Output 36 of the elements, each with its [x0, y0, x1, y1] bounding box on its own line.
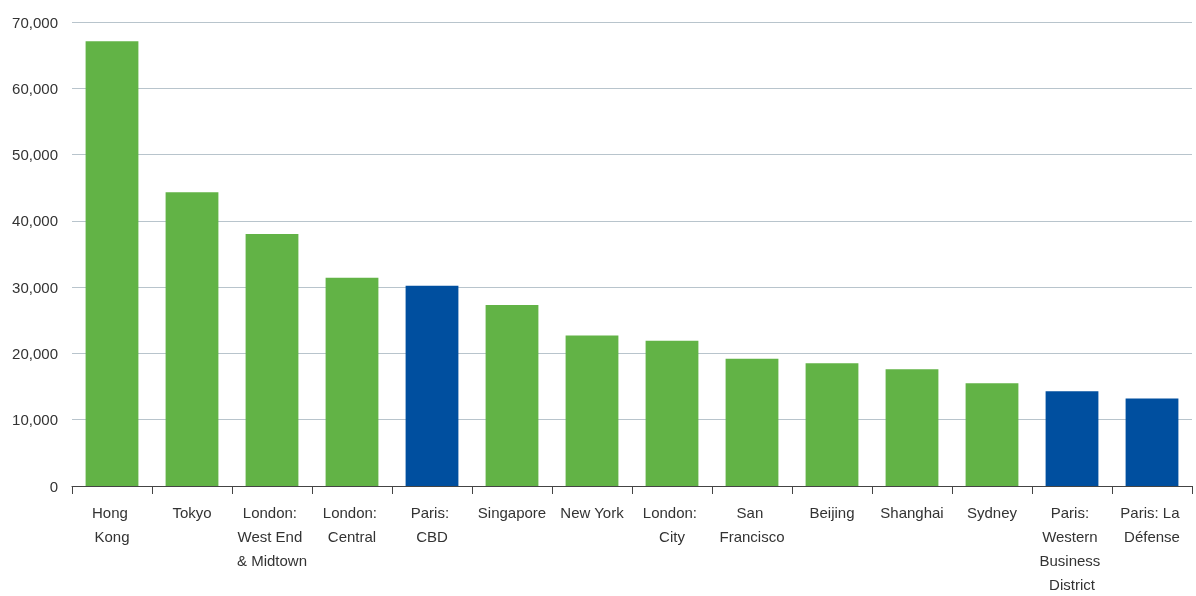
y-tick-label: 60,000 — [12, 79, 58, 97]
x-tick-label: Beijing — [809, 503, 855, 521]
y-tick-label: 20,000 — [12, 344, 58, 362]
y-tick-label: 0 — [49, 477, 58, 495]
bar — [325, 277, 379, 486]
y-tick-label: 40,000 — [12, 212, 58, 230]
x-tick-label: Singapore — [477, 503, 547, 521]
bar — [885, 369, 939, 486]
x-tick-label: London: Central — [322, 503, 382, 545]
bar — [965, 383, 1019, 486]
bar — [1125, 398, 1179, 486]
y-tick-label: 70,000 — [12, 13, 58, 31]
bar — [485, 305, 539, 486]
x-tick-label: London: City — [642, 503, 702, 545]
x-tick-label: Paris: CBD — [410, 503, 454, 545]
y-tick-label: 50,000 — [12, 146, 58, 164]
bar — [85, 41, 139, 486]
bar — [565, 335, 619, 486]
y-tick-label: 10,000 — [12, 411, 58, 429]
bar — [165, 192, 219, 486]
x-tick-label: Paris: La Défense — [1120, 503, 1184, 545]
x-tick-label: Sydney — [966, 503, 1018, 521]
bar — [645, 340, 699, 486]
x-tick-label: New York — [560, 503, 625, 521]
bar — [1045, 391, 1099, 486]
x-tick-label: Hong Kong — [91, 503, 133, 545]
bar — [805, 363, 859, 486]
x-tick-label: Tokyo — [172, 503, 212, 521]
x-tick-label: Shanghai — [880, 503, 944, 521]
bar — [245, 234, 299, 486]
bar — [405, 285, 459, 486]
x-tick-label: San Francisco — [719, 503, 785, 545]
x-tick-label: Paris: Western Business District — [1039, 503, 1105, 593]
bar — [725, 358, 779, 486]
x-tick-label: London: West End & Midtown — [236, 503, 308, 569]
y-tick-label: 30,000 — [12, 278, 58, 296]
